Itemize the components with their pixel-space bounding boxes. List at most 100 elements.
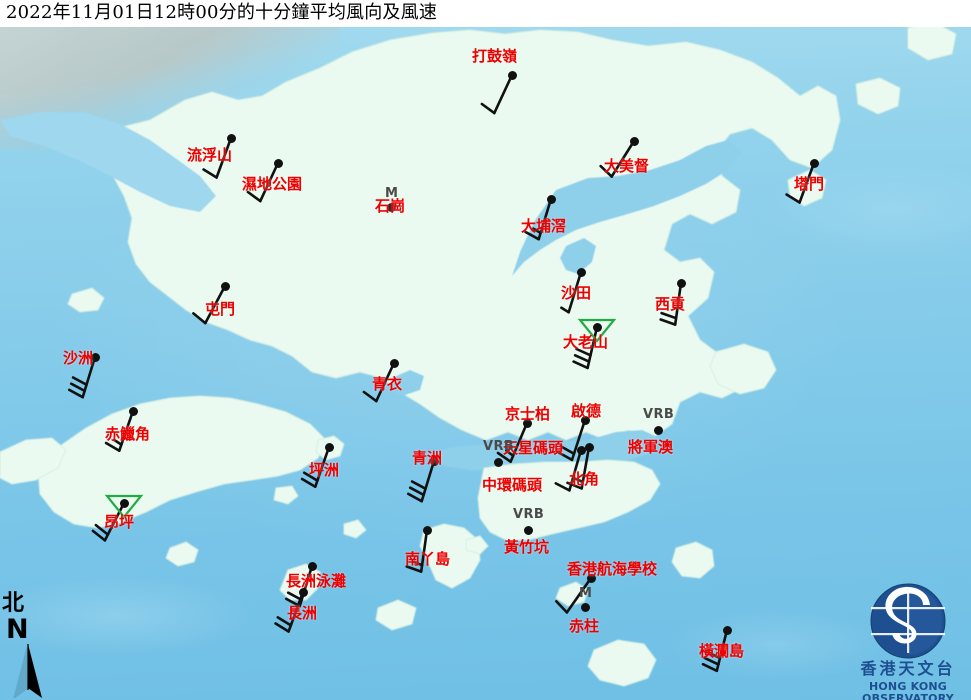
- land-lantau: [37, 395, 327, 529]
- land-islet-b: [165, 541, 199, 567]
- wind-barb-icon: [785, 161, 816, 204]
- land-po-toi: [587, 639, 657, 687]
- station-dot: [546, 194, 556, 204]
- station-label: 石崗: [375, 197, 406, 215]
- station-label: 北角: [569, 470, 600, 488]
- station-label: 赤柱: [569, 617, 600, 635]
- station-label: 青衣: [372, 375, 403, 393]
- wind-barb-icon: [560, 270, 583, 314]
- station-label: 沙洲: [63, 349, 94, 367]
- wind-barb-icon: [104, 409, 135, 453]
- wind-barb-icon: [523, 197, 553, 241]
- station-dot: [226, 133, 236, 143]
- wind-barb-icon: [554, 576, 593, 614]
- station-label: 香港航海學校: [567, 560, 658, 578]
- station-dot: [298, 587, 308, 597]
- wind-barb-icon: [274, 590, 305, 633]
- station-label: 天星碼頭: [503, 439, 564, 457]
- wind-barb-icon: [480, 73, 514, 115]
- station-label: 流浮山: [187, 146, 233, 164]
- station-dot: [90, 352, 100, 362]
- hko-logo: 香港天文台 HONG KONG OBSERVATORY: [845, 583, 971, 700]
- station-dot: [523, 525, 533, 535]
- station-dot: [580, 415, 590, 425]
- wind-barb-icon: [362, 361, 396, 403]
- wind-barb-icon: [566, 445, 591, 490]
- station-label: 京士柏: [505, 405, 551, 423]
- wind-barb-icon: [406, 459, 436, 503]
- station-label: 啟德: [571, 402, 602, 420]
- station-dot: [220, 281, 230, 291]
- missing-data-flag: M: [385, 186, 399, 201]
- station-dot: [507, 70, 517, 80]
- station-dot: [389, 358, 399, 368]
- station-label: 南丫島: [405, 550, 451, 568]
- station-dot: [629, 136, 639, 146]
- station-dot: [324, 442, 334, 452]
- variable-wind-flag: VRB: [483, 439, 515, 454]
- station-label: 中環碼頭: [482, 476, 543, 494]
- variable-wind-flag: VRB: [643, 407, 675, 422]
- station-label: 濕地公園: [242, 175, 303, 193]
- station-label: 昂坪: [104, 513, 135, 531]
- hko-logo-cn: 香港天文台: [860, 659, 956, 678]
- missing-data-flag: M: [579, 586, 593, 601]
- wind-barb-icon: [91, 501, 126, 542]
- wind-barb-icon: [701, 628, 729, 673]
- station-dot: [493, 457, 503, 467]
- station-label: 沙田: [561, 284, 592, 302]
- page-title: 2022年11月01日12時00分的十分鐘平均風向及風速: [6, 2, 438, 23]
- station-dot: [307, 561, 317, 571]
- station-dot: [809, 158, 819, 168]
- land-islet-f: [855, 77, 901, 115]
- station-label: 大埔滘: [521, 217, 567, 235]
- station-label: 大老山: [563, 333, 609, 351]
- wind-barb-icon: [405, 528, 429, 573]
- variable-wind-flag: VRB: [513, 507, 545, 522]
- land-sai-kung-islands-1: [709, 343, 777, 395]
- wind-barb-icon: [554, 448, 583, 492]
- station-dot: [722, 625, 732, 635]
- station-label: 屯門: [205, 300, 236, 318]
- station-label: 坪洲: [309, 461, 340, 479]
- station-label: 橫瀾島: [699, 642, 745, 660]
- gust-triangle-icon: [577, 318, 617, 343]
- station-label: 青洲: [412, 449, 443, 467]
- station-dot: [522, 418, 532, 428]
- wind-barb-icon: [496, 421, 529, 464]
- wind-barb-icon: [192, 284, 227, 325]
- sea-tolo-harbour: [512, 140, 742, 276]
- compass-north-cn: 北: [2, 590, 25, 616]
- wind-barb-icon: [300, 445, 331, 489]
- station-label: 大美督: [604, 157, 650, 175]
- sea-shatin-inlet: [560, 238, 596, 274]
- station-dot: [586, 573, 596, 583]
- station-dot: [429, 456, 439, 466]
- station-dot: [584, 442, 594, 452]
- station-dot: [576, 445, 586, 455]
- station-dot: [653, 425, 663, 435]
- station-label: 打鼓嶺: [472, 47, 518, 65]
- hko-logo-en: HONG KONG OBSERVATORY: [862, 680, 954, 700]
- land-lantau-west: [0, 437, 67, 485]
- station-dot: [676, 278, 686, 288]
- wind-barb-icon: [67, 355, 97, 399]
- land-islet-g: [907, 21, 957, 61]
- compass-rose: 北 N: [2, 590, 64, 700]
- hko-emblem-icon: [870, 583, 946, 659]
- station-label: 黃竹坑: [504, 538, 550, 556]
- land-tung-lung: [671, 541, 715, 579]
- station-dot: [580, 602, 590, 612]
- station-dot: [128, 406, 138, 416]
- station-label: 長洲: [287, 604, 318, 622]
- title-bar: 2022年11月01日12時00分的十分鐘平均風向及風速: [0, 0, 971, 27]
- wind-barb-icon: [246, 161, 280, 203]
- compass-north-en: N: [6, 614, 29, 645]
- wind-barb-icon: [572, 325, 599, 370]
- station-label: 長洲泳灘: [286, 572, 347, 590]
- station-dot: [592, 322, 602, 332]
- station-label: 將軍澳: [628, 438, 674, 456]
- land-islet-h: [67, 287, 105, 313]
- gust-triangle-icon: [104, 494, 144, 519]
